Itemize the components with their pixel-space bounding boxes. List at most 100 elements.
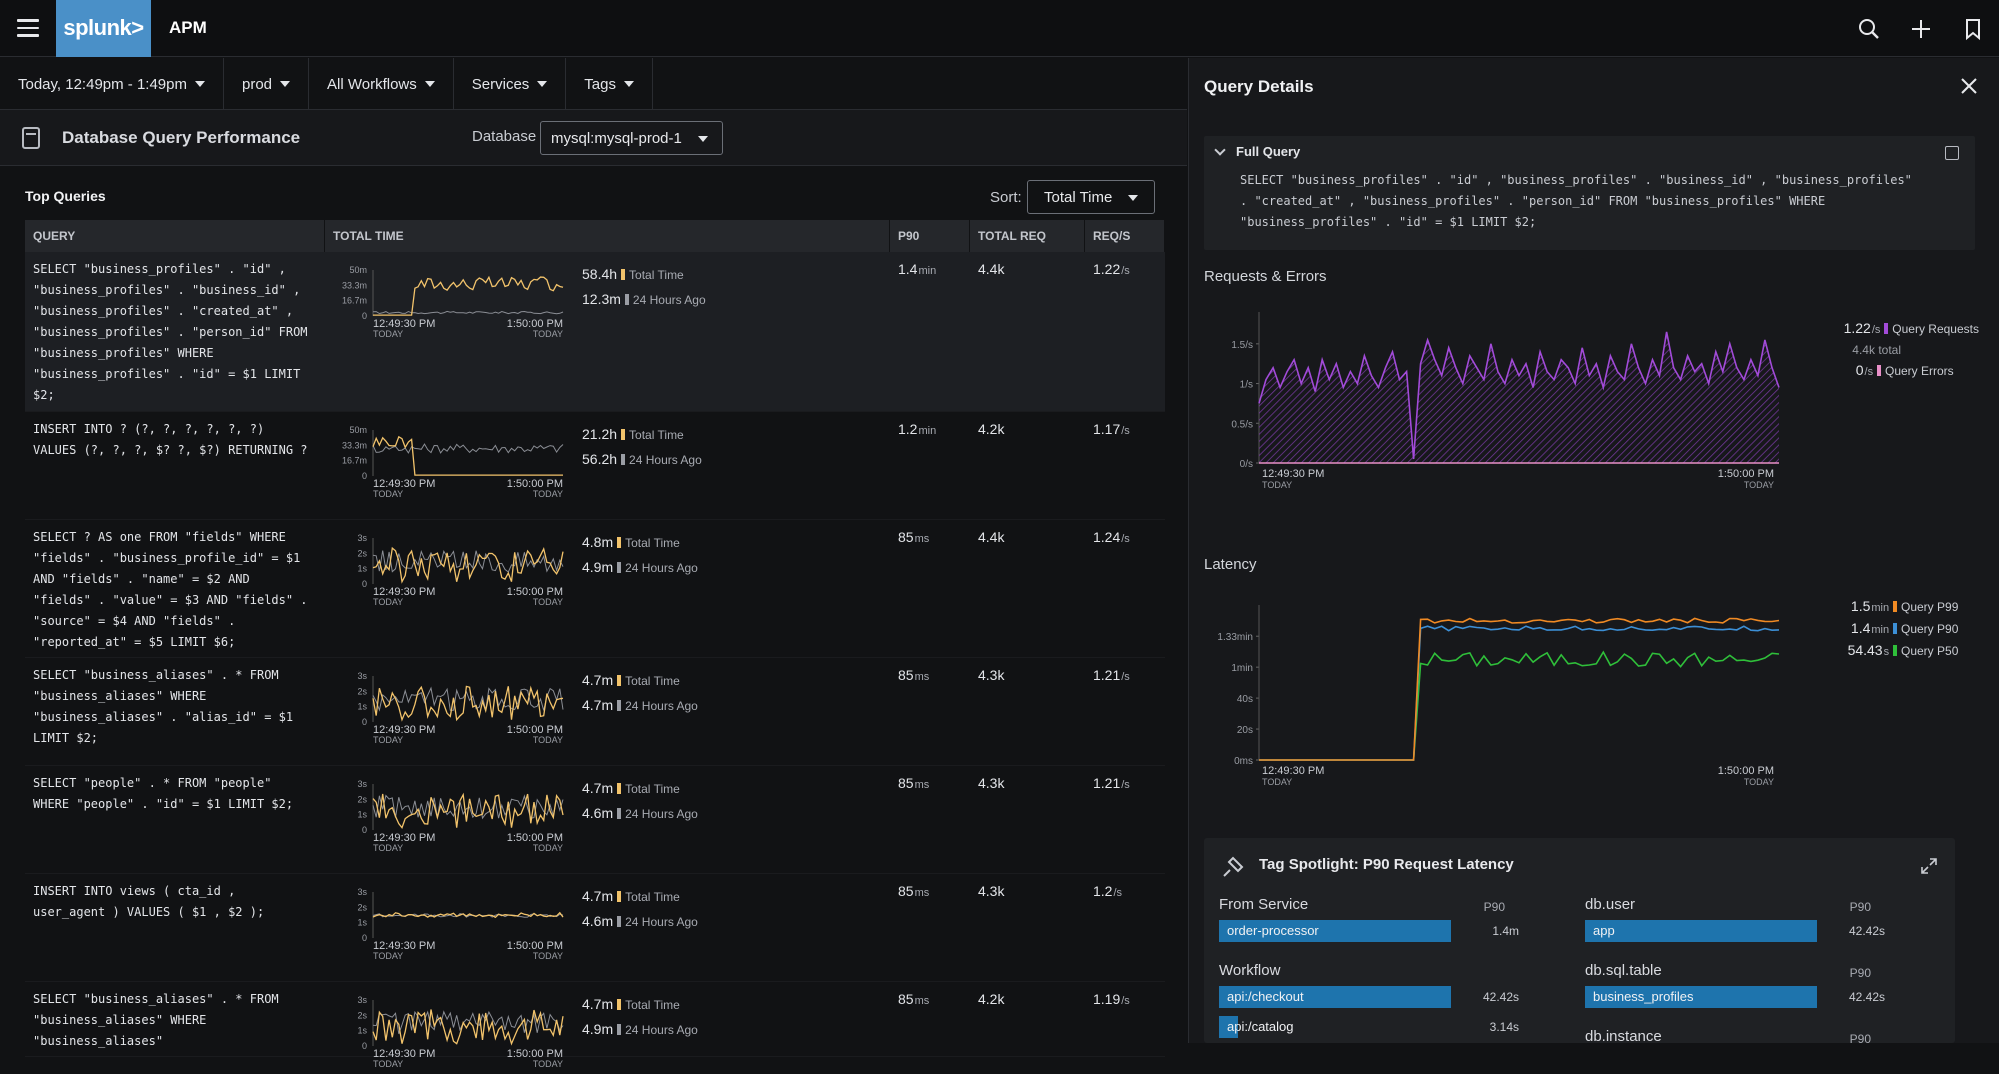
- x-tick-sub: TODAY: [1262, 480, 1292, 490]
- x-tick-sub: TODAY: [533, 843, 563, 853]
- y-tick-label: 0: [362, 717, 367, 727]
- table-row[interactable]: INSERT INTO ? (?, ?, ?, ?, ?, ?) VALUES …: [25, 412, 1165, 520]
- y-tick-label: 0.5/s: [1231, 419, 1253, 430]
- series-query-p50: [1259, 650, 1780, 761]
- database-label: Database: [472, 128, 537, 145]
- col-query[interactable]: QUERY: [25, 220, 325, 252]
- splunk-logo[interactable]: splunk>: [56, 0, 151, 57]
- tags-filter[interactable]: Tags: [566, 58, 653, 110]
- spotlight-bar-row[interactable]: api:/catalog 3.14s: [1219, 1015, 1539, 1039]
- y-tick-label: 2s: [357, 1010, 367, 1020]
- y-tick-label: 0/s: [1240, 459, 1253, 470]
- series-total-time: [372, 911, 564, 919]
- col-p90[interactable]: P90: [890, 220, 970, 252]
- query-text: SELECT "business_profiles" . "id" , "bus…: [33, 262, 308, 402]
- sort-select[interactable]: Total Time: [1027, 180, 1155, 214]
- requests-errors-title: Requests & Errors: [1204, 268, 1327, 285]
- y-tick-label: 0ms: [1234, 756, 1253, 767]
- plus-icon[interactable]: [1909, 17, 1933, 41]
- caret-down-icon: [194, 81, 205, 87]
- y-tick-label: 16.7m: [342, 296, 367, 306]
- database-bar: Database Query Performance Database mysq…: [0, 110, 1187, 166]
- total-req-cell: 4.3k: [978, 883, 1005, 899]
- close-icon[interactable]: [1959, 76, 1979, 96]
- table-row[interactable]: SELECT "people" . * FROM "people" WHERE …: [25, 766, 1165, 874]
- table-row[interactable]: SELECT ? AS one FROM "fields" WHERE "fie…: [25, 520, 1165, 658]
- y-tick-label: 2s: [357, 686, 367, 696]
- x-tick-label: 1:50:00 PM: [507, 940, 563, 952]
- total-req-cell: 4.3k: [978, 775, 1005, 791]
- col-req-s[interactable]: REQ/S: [1085, 220, 1165, 252]
- x-tick-sub: TODAY: [533, 597, 563, 607]
- spotlight-bar-row[interactable]: api:/checkout 42.42s: [1219, 985, 1539, 1009]
- table-row[interactable]: SELECT "business_profiles" . "id" , "bus…: [25, 252, 1165, 412]
- total-req-cell: 4.2k: [978, 991, 1005, 1007]
- menu-icon[interactable]: [0, 0, 56, 57]
- col-total-time[interactable]: TOTAL TIME: [325, 220, 890, 252]
- legend-item[interactable]: 1.4min Query P90: [1850, 620, 1959, 636]
- series-total-time: [372, 546, 564, 584]
- legend-query-errors[interactable]: 0/s Query Errors: [1855, 362, 1954, 378]
- ago-value: 56.2h: [582, 451, 618, 467]
- ago-value: 4.9m: [582, 1021, 614, 1037]
- req-s-cell: 1.17/s: [1093, 421, 1130, 437]
- total-time-value: 58.4h: [582, 266, 618, 282]
- y-tick-label: 0: [362, 311, 367, 321]
- total-time-cell: 3s 2s 1s 0 12:49:30 PM 1:50:00 PM TODAY TODAY 4…: [325, 658, 890, 765]
- legend-item[interactable]: 54.43s Query P50: [1847, 642, 1959, 658]
- spotlight-bar-row[interactable]: order-processor 1.4m: [1219, 919, 1539, 943]
- spotlight-bar-row[interactable]: app 42.42s: [1585, 919, 1905, 943]
- x-tick-label: 1:50:00 PM: [507, 586, 563, 598]
- services-filter[interactable]: Services: [454, 58, 567, 110]
- table-row[interactable]: SELECT "business_aliases" . * FROM "busi…: [25, 658, 1165, 766]
- y-tick-label: 20s: [1237, 725, 1253, 736]
- expand-icon[interactable]: [1921, 858, 1937, 874]
- group-col-label: P90: [1849, 966, 1871, 980]
- environment-filter[interactable]: prod: [224, 58, 310, 110]
- y-tick-label: 3s: [357, 671, 367, 681]
- database-select[interactable]: mysql:mysql-prod-1: [540, 121, 723, 155]
- total-time-cell: 3s 2s 1s 0 12:49:30 PM 1:50:00 PM TODAY TODAY 4…: [325, 982, 890, 1069]
- table-row[interactable]: SELECT "business_aliases" . * FROM "busi…: [25, 982, 1165, 1069]
- full-query-toggle[interactable]: Full Query: [1214, 143, 1300, 159]
- bookmark-icon[interactable]: [1961, 17, 1985, 41]
- p90-cell: 1.2min: [898, 421, 937, 437]
- group-col-label: P90: [1849, 1032, 1871, 1043]
- database-icon: [22, 126, 40, 149]
- x-tick-sub: TODAY: [533, 735, 563, 745]
- col-total-req[interactable]: TOTAL REQ: [970, 220, 1085, 252]
- x-tick-label: 1:50:00 PM: [507, 318, 563, 330]
- y-tick-label: 2s: [357, 794, 367, 804]
- y-tick-label: 0: [362, 933, 367, 943]
- caret-down-icon: [424, 81, 435, 87]
- spotlight-group: Workflow api:/checkout 42.42s api:/catal…: [1219, 962, 1539, 1039]
- copy-icon[interactable]: [1945, 146, 1959, 160]
- full-query-text: SELECT "business_profiles" . "id" , "bus…: [1240, 173, 1912, 229]
- group-title: From Service: [1219, 896, 1309, 913]
- spotlight-bar-row[interactable]: business_profiles 42.42s: [1585, 985, 1905, 1009]
- y-tick-label: 16.7m: [342, 456, 367, 466]
- y-tick-label: 1/s: [1240, 380, 1253, 391]
- y-tick-label: 1s: [357, 918, 367, 928]
- legend-query-requests[interactable]: 1.22/s Query Requests: [1843, 320, 1979, 336]
- spotlight-bar: [1219, 920, 1451, 942]
- app-name: APM: [169, 18, 207, 37]
- caret-down-icon: [698, 136, 708, 142]
- x-tick-sub: TODAY: [1262, 777, 1292, 787]
- legend-item[interactable]: 1.5min Query P99: [1850, 598, 1959, 614]
- time-range-filter[interactable]: Today, 12:49pm - 1:49pm: [0, 58, 224, 110]
- swatch: [617, 1024, 622, 1035]
- workflows-filter[interactable]: All Workflows: [309, 58, 454, 110]
- x-tick-label: 1:50:00 PM: [507, 478, 563, 490]
- total-time-cell: 50m 33.3m 16.7m 0 12:49:30 PM 1:50:00 PM TODAY…: [325, 252, 890, 411]
- swatch: [1893, 645, 1898, 656]
- group-col-label: P90: [1849, 900, 1871, 914]
- x-tick-sub: TODAY: [373, 489, 403, 499]
- query-performance-panel: Today, 12:49pm - 1:49pm prod All Workflo…: [0, 58, 1187, 1069]
- search-icon[interactable]: [1857, 17, 1881, 41]
- x-tick-label: 12:49:30 PM: [373, 724, 435, 736]
- table-row[interactable]: INSERT INTO views ( cta_id , user_agent …: [25, 874, 1165, 982]
